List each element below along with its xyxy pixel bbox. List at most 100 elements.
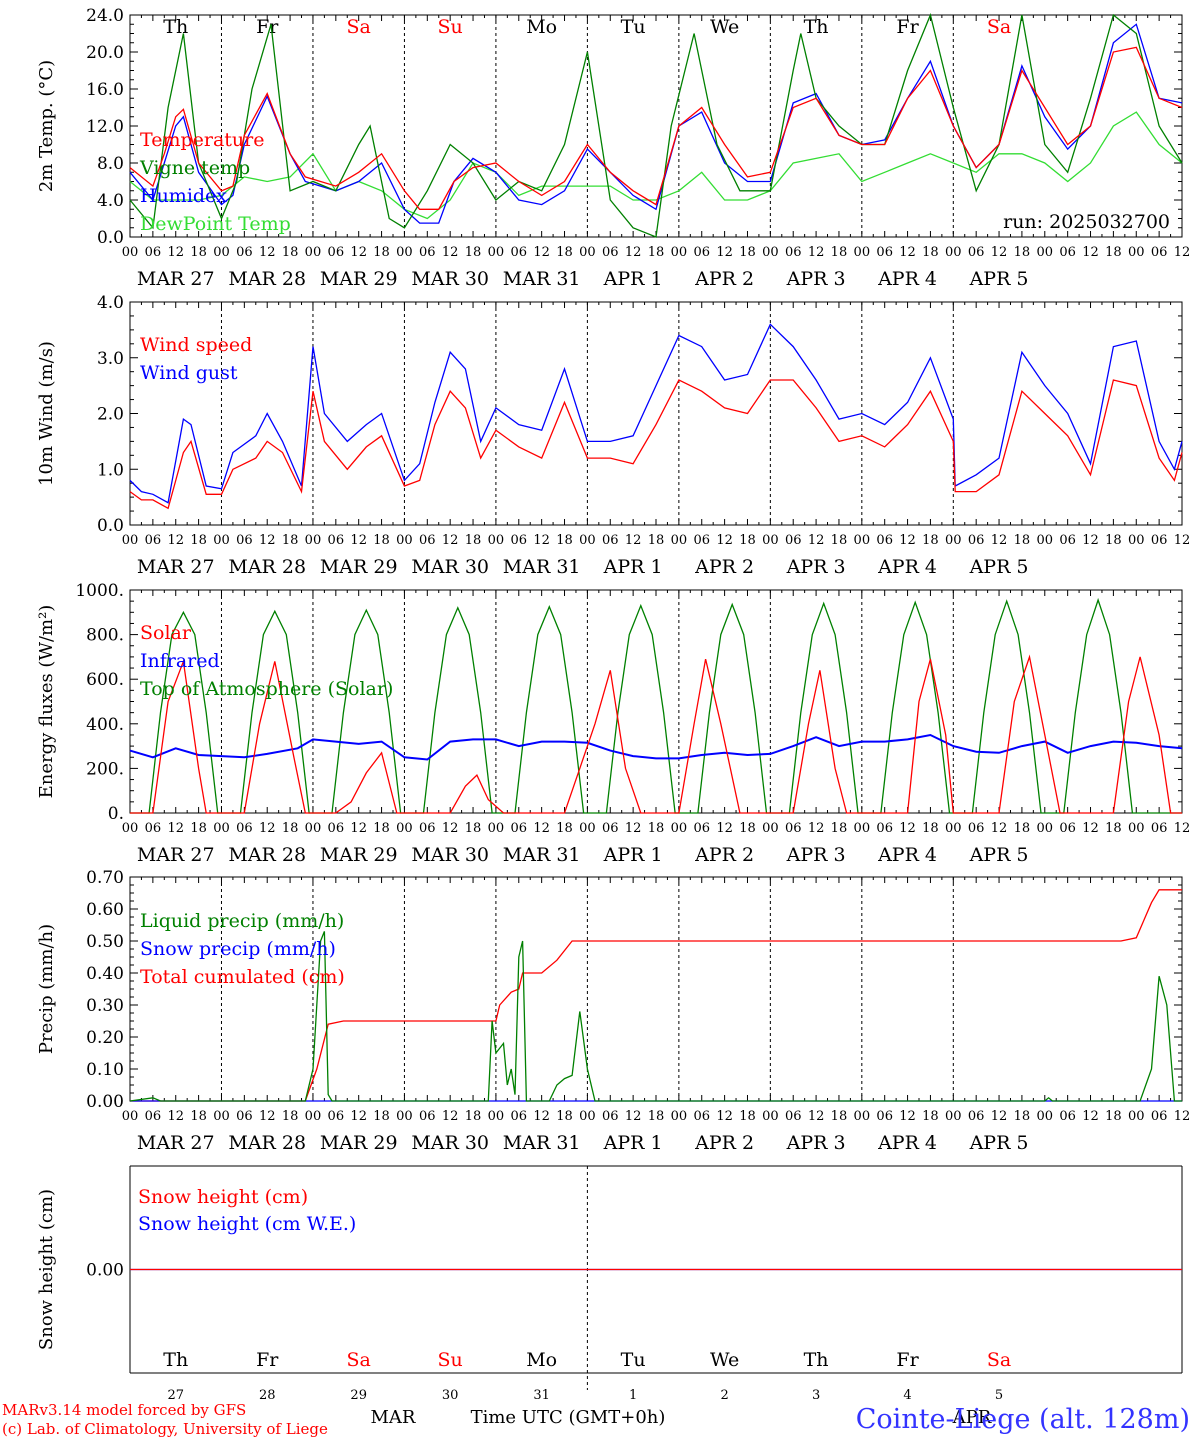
hour-tick-label: 00	[945, 533, 962, 548]
hour-tick-label: 12	[167, 533, 184, 548]
hour-tick-label: 06	[968, 1109, 985, 1124]
hour-tick-label: 18	[556, 821, 573, 836]
y-tick-label: 400.	[86, 715, 124, 735]
hour-tick-label: 18	[739, 821, 756, 836]
hour-tick-label: 06	[1059, 1109, 1076, 1124]
hour-tick-label: 12	[808, 245, 825, 260]
weekday-label: Sa	[347, 16, 371, 38]
hour-tick-label: 00	[579, 245, 596, 260]
hour-tick-label: 18	[922, 245, 939, 260]
hour-tick-label: 06	[876, 1109, 893, 1124]
weekday-label: Th	[804, 16, 829, 38]
hour-tick-label: 00	[1128, 1109, 1145, 1124]
date-label: APR 3	[786, 556, 846, 578]
date-label: MAR 27	[137, 268, 215, 290]
date-label: APR 3	[786, 1132, 846, 1154]
hour-tick-label: 12	[167, 1109, 184, 1124]
hour-tick-label: 06	[145, 821, 162, 836]
hour-tick-label: 12	[625, 1109, 642, 1124]
hour-tick-label: 06	[419, 533, 436, 548]
hour-tick-label: 12	[625, 245, 642, 260]
y-tick-label: 0.10	[86, 1060, 124, 1080]
date-label: APR 4	[877, 1132, 937, 1154]
credit-line-2: (c) Lab. of Climatology, University of L…	[2, 1420, 328, 1438]
hour-tick-label: 12	[716, 821, 733, 836]
hour-tick-label: 12	[1082, 821, 1099, 836]
series-line	[129, 111, 1183, 220]
hour-tick-label: 12	[899, 821, 916, 836]
date-label: MAR 27	[137, 1132, 215, 1154]
series-lines	[129, 12, 1183, 238]
hour-tick-label: 06	[236, 245, 253, 260]
date-label: APR 2	[694, 268, 754, 290]
hour-tick-label: 18	[556, 245, 573, 260]
hour-tick-label: 18	[465, 1109, 482, 1124]
hour-tick-label: 00	[1128, 821, 1145, 836]
hour-tick-label: 00	[854, 245, 871, 260]
hour-tick-label: 00	[305, 821, 322, 836]
series-line	[129, 733, 1183, 761]
hour-tick-label: 00	[305, 533, 322, 548]
date-label: APR 1	[603, 556, 663, 578]
date-label: MAR 30	[411, 1132, 489, 1154]
hour-tick-label: 12	[533, 1109, 550, 1124]
date-label: APR 4	[877, 556, 937, 578]
hour-tick-label: 00	[122, 245, 139, 260]
y-tick-label: 0.	[108, 804, 124, 824]
y-axis-title: Energy fluxes (W/m²)	[36, 605, 57, 799]
date-label: APR 4	[877, 844, 937, 866]
hour-tick-label: 12	[1082, 245, 1099, 260]
hour-tick-label: 18	[831, 1109, 848, 1124]
legend-entry: Infrared	[140, 650, 220, 672]
legend-entry: Liquid precip (mm/h)	[140, 910, 344, 932]
hour-tick-label: 00	[671, 821, 688, 836]
hour-tick-label: 18	[1014, 821, 1031, 836]
hour-tick-label: 06	[602, 533, 619, 548]
hour-tick-label: 06	[602, 245, 619, 260]
hour-tick-label: 06	[511, 245, 528, 260]
date-label: MAR 31	[503, 844, 581, 866]
hour-tick-label: 00	[1128, 533, 1145, 548]
weekday-label: Th	[163, 16, 188, 38]
bottom-weekday-label: Th	[163, 1349, 188, 1371]
hour-tick-label: 00	[305, 1109, 322, 1124]
date-label: APR 1	[603, 1132, 663, 1154]
bottom-weekday-label: Th	[804, 1349, 829, 1371]
hour-tick-label: 18	[831, 245, 848, 260]
hour-tick-label: 18	[1014, 1109, 1031, 1124]
hour-tick-label: 18	[190, 245, 207, 260]
hour-tick-label: 18	[1105, 1109, 1122, 1124]
hour-tick-label: 12	[533, 245, 550, 260]
hour-tick-label: 00	[1037, 245, 1054, 260]
date-label: MAR 29	[320, 556, 398, 578]
hour-tick-label: 12	[259, 1109, 276, 1124]
bottom-day-number: 3	[812, 1388, 820, 1403]
date-label: APR 5	[969, 268, 1029, 290]
y-tick-label: 0.50	[86, 932, 124, 952]
hour-tick-label: 12	[991, 1109, 1008, 1124]
hour-tick-label: 00	[122, 821, 139, 836]
series-line	[129, 323, 1183, 504]
run-label: run: 2025032700	[1003, 211, 1170, 233]
y-axis-title: 2m Temp. (°C)	[36, 60, 57, 192]
y-tick-label: 0.40	[86, 964, 124, 984]
weekday-label: Mo	[526, 16, 557, 38]
hour-tick-label: 12	[350, 533, 367, 548]
legend-entry: Top of Atmosphere (Solar)	[140, 678, 393, 700]
hour-tick-label: 18	[465, 821, 482, 836]
date-label: APR 3	[786, 844, 846, 866]
hour-tick-label: 06	[328, 1109, 345, 1124]
date-label: MAR 31	[503, 556, 581, 578]
hour-tick-label: 00	[854, 821, 871, 836]
hour-tick-label: 18	[648, 533, 665, 548]
hour-tick-label: 12	[259, 533, 276, 548]
weekday-label: Sa	[987, 16, 1011, 38]
hour-tick-label: 00	[396, 533, 413, 548]
bottom-day-number: 31	[533, 1388, 550, 1403]
bottom-day-number: 1	[629, 1388, 637, 1403]
hour-tick-label: 12	[899, 533, 916, 548]
hour-tick-label: 06	[145, 245, 162, 260]
hour-tick-label: 06	[1151, 1109, 1168, 1124]
hour-tick-label: 00	[213, 245, 230, 260]
